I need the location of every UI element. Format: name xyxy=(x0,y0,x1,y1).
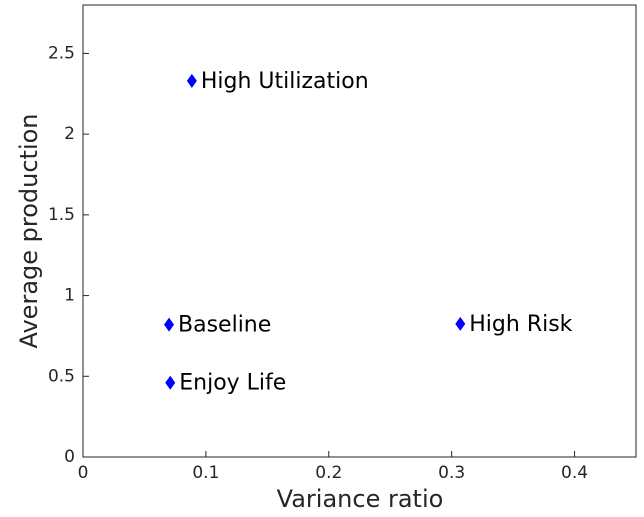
y-axis-label: Average production xyxy=(15,113,43,348)
x-axis-label: Variance ratio xyxy=(277,485,444,513)
point xyxy=(186,73,197,88)
x-tick-label: 0.3 xyxy=(438,463,465,483)
point-label: High Utilization xyxy=(201,69,369,94)
x-tick-label: 0.2 xyxy=(315,463,342,483)
y-tick-label: 2 xyxy=(64,124,75,144)
x-tick-label: 0.1 xyxy=(192,463,219,483)
x-tick-label: 0.4 xyxy=(561,463,588,483)
point-label: High Risk xyxy=(469,312,572,337)
point xyxy=(164,317,175,332)
point-label: Enjoy Life xyxy=(179,371,286,396)
point xyxy=(455,316,466,331)
y-tick-label: 2.5 xyxy=(48,43,75,63)
point xyxy=(165,375,176,390)
y-tick-label: 1 xyxy=(64,286,75,306)
point-label: Baseline xyxy=(178,313,271,338)
y-tick-label: 0 xyxy=(64,447,75,467)
x-tick-label: 0 xyxy=(78,463,89,483)
y-tick-label: 1.5 xyxy=(48,205,75,225)
y-tick-label: 0.5 xyxy=(48,366,75,386)
plot-frame xyxy=(82,4,637,458)
